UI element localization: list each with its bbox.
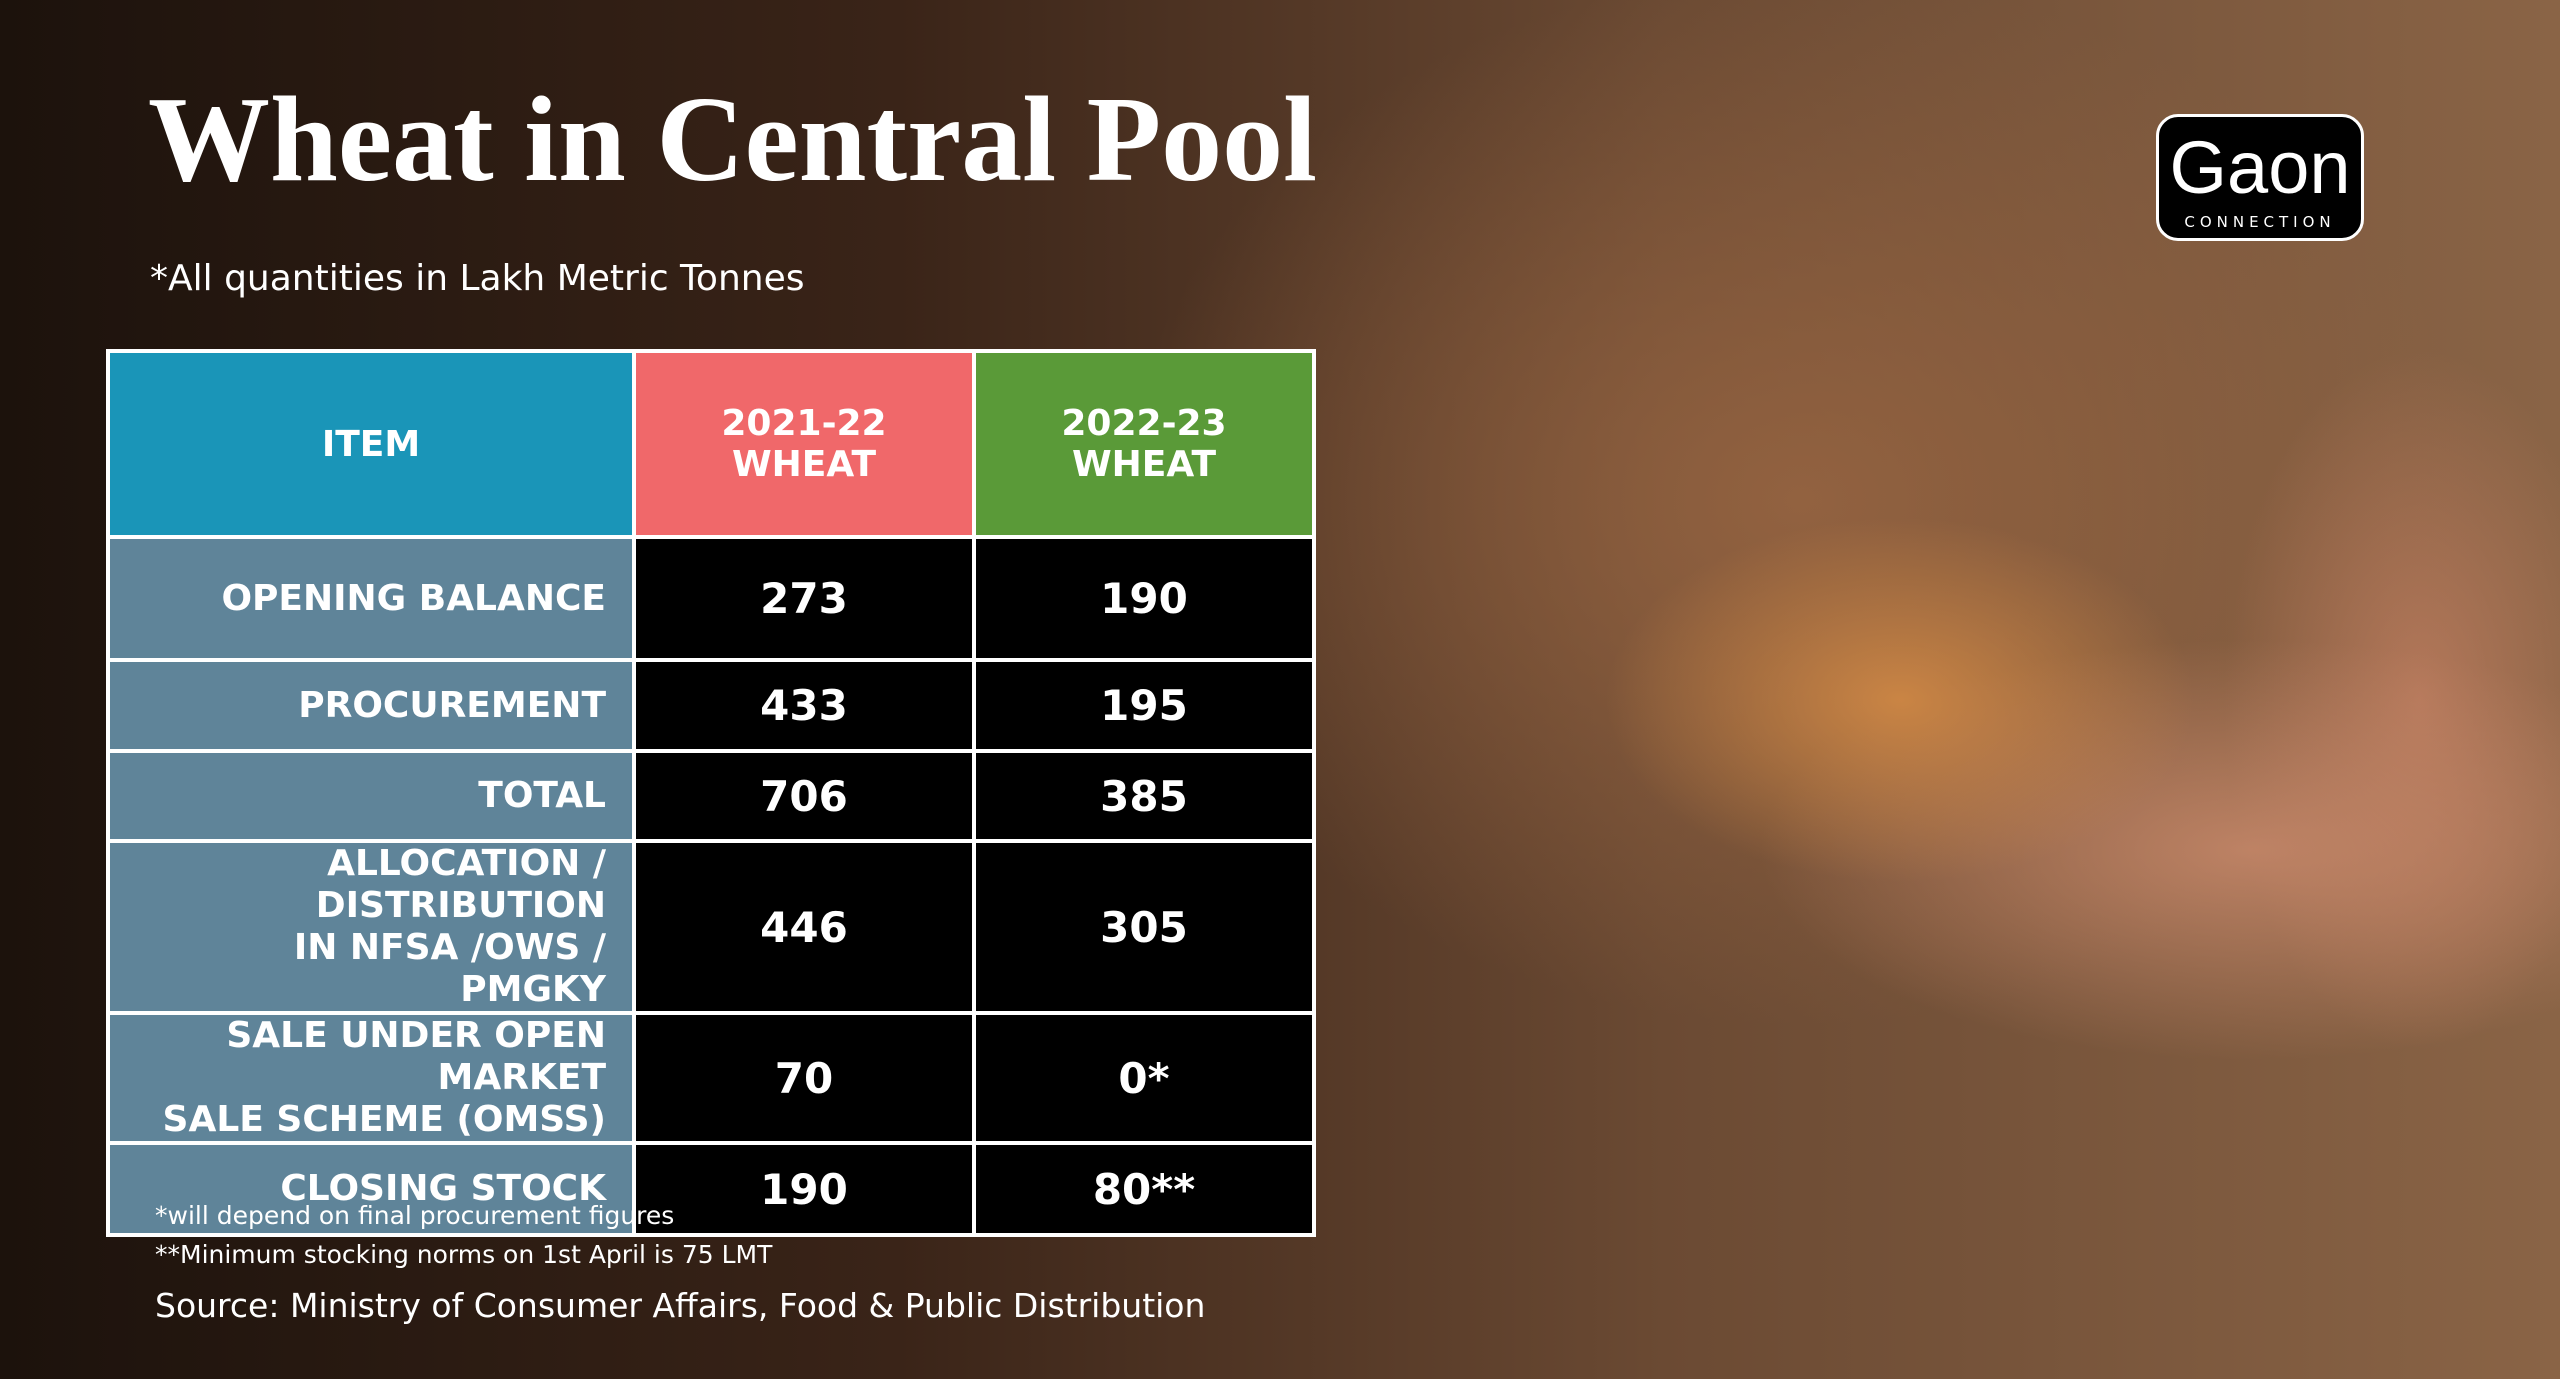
header-cell: 2021-22 WHEAT: [632, 349, 976, 539]
cell-line: ALLOCATION / DISTRIBUTION: [315, 843, 606, 926]
cell-line: 2022-23: [1061, 403, 1227, 444]
cell-line: CLOSING STOCK: [280, 1168, 606, 1209]
value-cell: 706: [632, 749, 976, 843]
row: PROCUREMENT 433 195: [106, 658, 1316, 753]
title: Wheat in Central Pool: [148, 72, 1318, 207]
cell-line: WHEAT: [1071, 444, 1217, 485]
value-cell: 80**: [972, 1141, 1316, 1237]
footnote: **Minimum stocking norms on 1st April is…: [155, 1240, 773, 1269]
value-cell: 195: [972, 658, 1316, 753]
cell-line: SALE SCHEME (OMSS): [162, 1099, 606, 1140]
footnote: *will depend on final procurement figure…: [155, 1201, 675, 1230]
header-row: ITEM 2021-22 WHEAT 2022-23 WHEAT: [106, 349, 1316, 539]
logo-tagline: CONNECTION: [2184, 213, 2336, 231]
source: Source: Ministry of Consumer Affairs, Fo…: [155, 1286, 1206, 1325]
footnotes: *will depend on final procurement figure…: [155, 1196, 772, 1274]
logo: Gaon CONNECTION: [2156, 114, 2364, 241]
row-label: OPENING BALANCE: [106, 535, 636, 662]
row: OPENING BALANCE 273 190: [106, 535, 1316, 662]
value-cell: 446: [632, 839, 976, 1015]
cell-line: TOTAL: [478, 775, 606, 816]
value-cell: 190: [632, 1141, 976, 1237]
value-cell: 433: [632, 658, 976, 753]
row: CLOSING STOCK 190 80**: [106, 1141, 1316, 1237]
table: ITEM 2021-22 WHEAT 2022-23 WHEAT OPENING BALA…: [106, 349, 1316, 1237]
row: TOTAL 706 385: [106, 749, 1316, 843]
logo-name: Gaon: [2169, 126, 2351, 209]
row: ALLOCATION / DISTRIBUTION IN NFSA /OWS / …: [106, 839, 1316, 1015]
subtitle: *All quantities in Lakh Metric Tonnes: [150, 258, 805, 299]
row-label: PROCUREMENT: [106, 658, 636, 753]
cell-line: ITEM: [321, 423, 421, 465]
cell-line: OPENING BALANCE: [221, 577, 606, 619]
header-cell: 2022-23 WHEAT: [972, 349, 1316, 539]
cell-line: SALE UNDER OPEN MARKET: [226, 1015, 606, 1098]
row-label: CLOSING STOCK: [106, 1141, 636, 1237]
cell-line: IN NFSA /OWS / PMGKY: [293, 927, 606, 1010]
value-cell: 0*: [972, 1011, 1316, 1145]
row-label: ALLOCATION / DISTRIBUTION IN NFSA /OWS / …: [106, 839, 636, 1015]
value-cell: 273: [632, 535, 976, 662]
value-cell: 385: [972, 749, 1316, 843]
value-cell: 190: [972, 535, 1316, 662]
table-body: ITEM 2021-22 WHEAT 2022-23 WHEAT OPENING BALA…: [106, 349, 1316, 1237]
row-label: TOTAL: [106, 749, 636, 843]
value-cell: 70: [632, 1011, 976, 1145]
value-cell: 305: [972, 839, 1316, 1015]
row-label: SALE UNDER OPEN MARKET SALE SCHEME (OMSS): [106, 1011, 636, 1145]
cell-line: 2021-22: [721, 403, 887, 444]
cell-line: WHEAT: [731, 444, 877, 485]
row: SALE UNDER OPEN MARKET SALE SCHEME (OMSS)…: [106, 1011, 1316, 1145]
header-cell: ITEM: [106, 349, 636, 539]
cell-line: PROCUREMENT: [298, 684, 606, 726]
